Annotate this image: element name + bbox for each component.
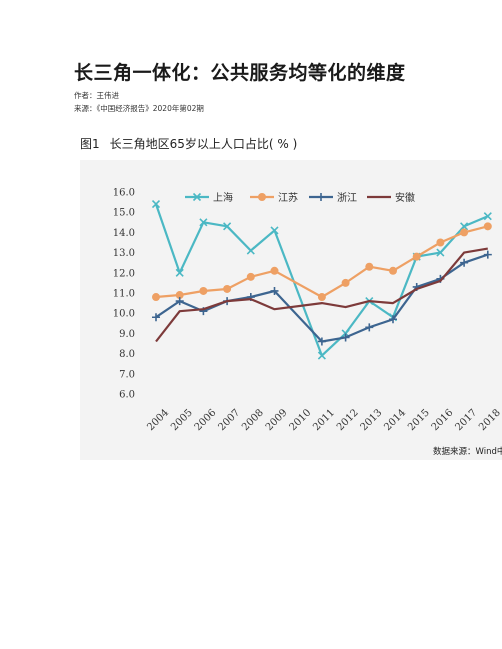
x-tick-label: 2018 xyxy=(477,407,502,433)
legend-marker-3 xyxy=(317,193,325,201)
series-point-2 xyxy=(270,266,279,275)
series-line-4 xyxy=(155,247,488,343)
series-point-2 xyxy=(341,278,350,287)
x-tick-label: 2007 xyxy=(216,407,242,433)
y-tick-label: 15.0 xyxy=(113,208,135,219)
source-line: 来源：《中国经济报告》2020年第02期 xyxy=(74,104,204,113)
series-point-2 xyxy=(365,262,374,271)
legend-marker-1 xyxy=(192,192,202,202)
series-point-2 xyxy=(223,284,232,293)
series-line-3 xyxy=(155,253,489,343)
series-point-3 xyxy=(270,286,279,295)
x-tick-label: 2015 xyxy=(406,407,432,433)
series-point-1 xyxy=(436,248,445,257)
series-line-2 xyxy=(155,225,489,299)
series-point-1 xyxy=(317,351,326,360)
series-point-2 xyxy=(412,252,421,261)
series-point-1 xyxy=(460,222,469,231)
data-source-note: 数据来源：Wind中国 xyxy=(433,447,502,457)
legend-label-4: 安徽 xyxy=(395,191,415,204)
series-point-2 xyxy=(317,293,326,302)
legend-label-2: 江苏 xyxy=(278,191,298,204)
x-tick-label: 2006 xyxy=(193,407,219,433)
figure-caption: 图1 长三角地区65岁以上人口占比( % ) xyxy=(80,135,297,152)
x-tick-label: 2011 xyxy=(311,407,337,433)
legend-label-1: 上海 xyxy=(213,191,233,204)
series-point-1 xyxy=(246,246,255,255)
chart-svg: 16.0 15.0 14.0 13.0 12.0 11.0 10.0 9.0 8.0 7.0 6.0… xyxy=(113,188,502,434)
series-point-1 xyxy=(483,212,492,221)
series-point-3 xyxy=(317,337,326,346)
x-tick-label: 2017 xyxy=(453,407,479,433)
series-point-2 xyxy=(389,266,397,275)
y-tick-label: 10.0 xyxy=(113,309,135,320)
x-tick-label: 2010 xyxy=(288,407,314,433)
x-tick-label: 2009 xyxy=(264,407,290,433)
series-point-2 xyxy=(436,238,445,247)
series-line-1 xyxy=(154,203,489,357)
figure-number: 图1 xyxy=(80,137,100,151)
y-tick-label: 9.0 xyxy=(119,329,135,340)
x-tick-label: 2005 xyxy=(169,407,195,433)
y-tick-label: 14.0 xyxy=(113,228,135,239)
y-tick-label: 13.0 xyxy=(113,248,135,259)
series-point-3 xyxy=(365,323,374,332)
series-point-2 xyxy=(199,286,208,295)
series-point-2 xyxy=(483,222,492,231)
author-line: 作者：王伟进 xyxy=(74,91,119,100)
y-tick-label: 6.0 xyxy=(119,390,135,401)
y-tick-label: 11.0 xyxy=(113,289,135,300)
x-tick-label: 2013 xyxy=(359,407,385,433)
series-point-3 xyxy=(460,258,469,267)
series-point-3 xyxy=(175,297,184,306)
y-tick-label: 8.0 xyxy=(119,349,135,360)
line-chart: 16.0 15.0 14.0 13.0 12.0 11.0 10.0 9.0 8.0 7.0 6.0… xyxy=(80,160,502,460)
x-tick-label: 2012 xyxy=(335,407,361,433)
x-tick-label: 2004 xyxy=(145,407,171,433)
x-tick-label: 2008 xyxy=(240,407,266,433)
series-point-3 xyxy=(389,315,397,324)
series-point-3 xyxy=(341,333,350,342)
series-point-2 xyxy=(175,291,184,300)
series-point-1 xyxy=(270,226,279,235)
series-point-3 xyxy=(152,313,160,322)
y-tick-label: 16.0 xyxy=(113,188,135,199)
article-title: 长三角一体化：公共服务均等化的维度 xyxy=(74,62,406,84)
y-tick-label: 12.0 xyxy=(113,268,135,279)
series-point-2 xyxy=(460,228,469,237)
x-tick-label: 2016 xyxy=(430,407,456,433)
legend-label-3: 浙江 xyxy=(337,192,357,204)
series-point-2 xyxy=(246,272,255,281)
series-point-2 xyxy=(152,293,160,302)
series-point-1 xyxy=(151,200,161,209)
series-point-1 xyxy=(175,268,184,277)
legend-marker-2 xyxy=(258,193,266,201)
y-tick-label: 7.0 xyxy=(119,369,135,380)
series-point-1 xyxy=(223,222,232,231)
x-tick-label: 2014 xyxy=(382,407,408,433)
figure-title: 长三角地区65岁以上人口占比( % ) xyxy=(109,137,298,151)
series-point-3 xyxy=(483,250,492,259)
series-point-1 xyxy=(199,218,208,227)
